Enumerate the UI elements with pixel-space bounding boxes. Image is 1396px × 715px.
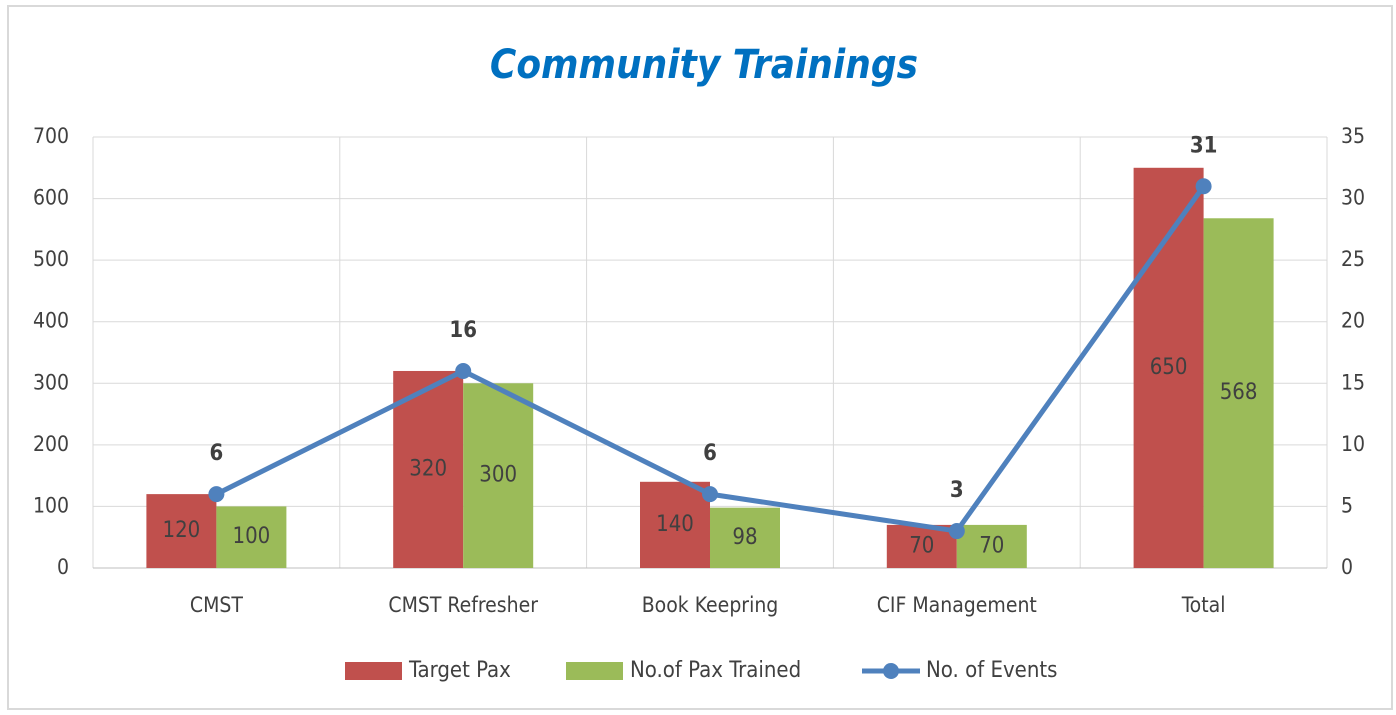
y-tick-label: 700 xyxy=(33,124,69,148)
x-tick-label: CMST xyxy=(190,593,243,617)
bar xyxy=(216,506,287,568)
data-label: 300 xyxy=(479,463,517,488)
data-label: 3 xyxy=(950,478,964,503)
bar xyxy=(886,524,957,568)
y2-tick-label: 30 xyxy=(1341,186,1365,210)
line-marker xyxy=(948,523,965,540)
bar xyxy=(146,494,217,568)
legend-label: No. of Events xyxy=(926,658,1057,683)
data-label: 6 xyxy=(703,441,717,466)
bar xyxy=(1203,218,1274,568)
y-tick-label: 0 xyxy=(57,555,69,579)
y-tick-label: 400 xyxy=(33,309,69,333)
data-label: 98 xyxy=(732,525,757,550)
data-label: 120 xyxy=(163,518,201,543)
y2-tick-label: 25 xyxy=(1341,247,1365,271)
y2-tick-label: 15 xyxy=(1341,370,1365,394)
data-label: 31 xyxy=(1190,133,1218,158)
data-label: 70 xyxy=(979,533,1004,558)
line-marker xyxy=(455,362,472,379)
y-tick-label: 600 xyxy=(33,186,69,210)
data-label: 140 xyxy=(656,512,694,537)
legend-label: Target Pax xyxy=(408,658,511,683)
y2-tick-label: 0 xyxy=(1341,555,1353,579)
y2-tick-label: 35 xyxy=(1341,124,1365,148)
legend-swatch xyxy=(883,663,899,679)
bar xyxy=(710,507,780,568)
x-tick-label: Total xyxy=(1181,593,1226,617)
x-tick-label: Book Keepring xyxy=(642,593,779,617)
y-tick-label: 500 xyxy=(33,247,69,271)
y2-tick-label: 5 xyxy=(1341,493,1353,517)
y-tick-label: 300 xyxy=(33,370,69,394)
data-label: 16 xyxy=(449,318,477,343)
data-label: 650 xyxy=(1150,355,1188,380)
line-marker xyxy=(702,486,718,503)
x-tick-label: CMST Refresher xyxy=(388,593,538,617)
y2-tick-label: 20 xyxy=(1341,309,1365,333)
data-label: 70 xyxy=(909,533,934,558)
y-tick-label: 100 xyxy=(33,493,69,517)
bar xyxy=(640,481,710,568)
legend-label: No.of Pax Trained xyxy=(630,658,801,683)
data-label: 320 xyxy=(409,456,447,481)
legend-swatch xyxy=(566,662,623,680)
data-label: 6 xyxy=(210,441,224,466)
legend-swatch xyxy=(345,662,402,680)
line-marker xyxy=(208,486,225,503)
bar xyxy=(956,524,1027,568)
bar xyxy=(463,383,534,568)
line-marker xyxy=(1195,178,1212,195)
chart-title: Community Trainings xyxy=(490,42,918,88)
bar xyxy=(393,370,464,568)
x-tick-label: CIF Management xyxy=(877,593,1037,617)
data-label: 568 xyxy=(1220,380,1258,405)
y2-tick-label: 10 xyxy=(1341,432,1365,456)
data-label: 100 xyxy=(233,524,271,549)
y-tick-label: 200 xyxy=(33,432,69,456)
